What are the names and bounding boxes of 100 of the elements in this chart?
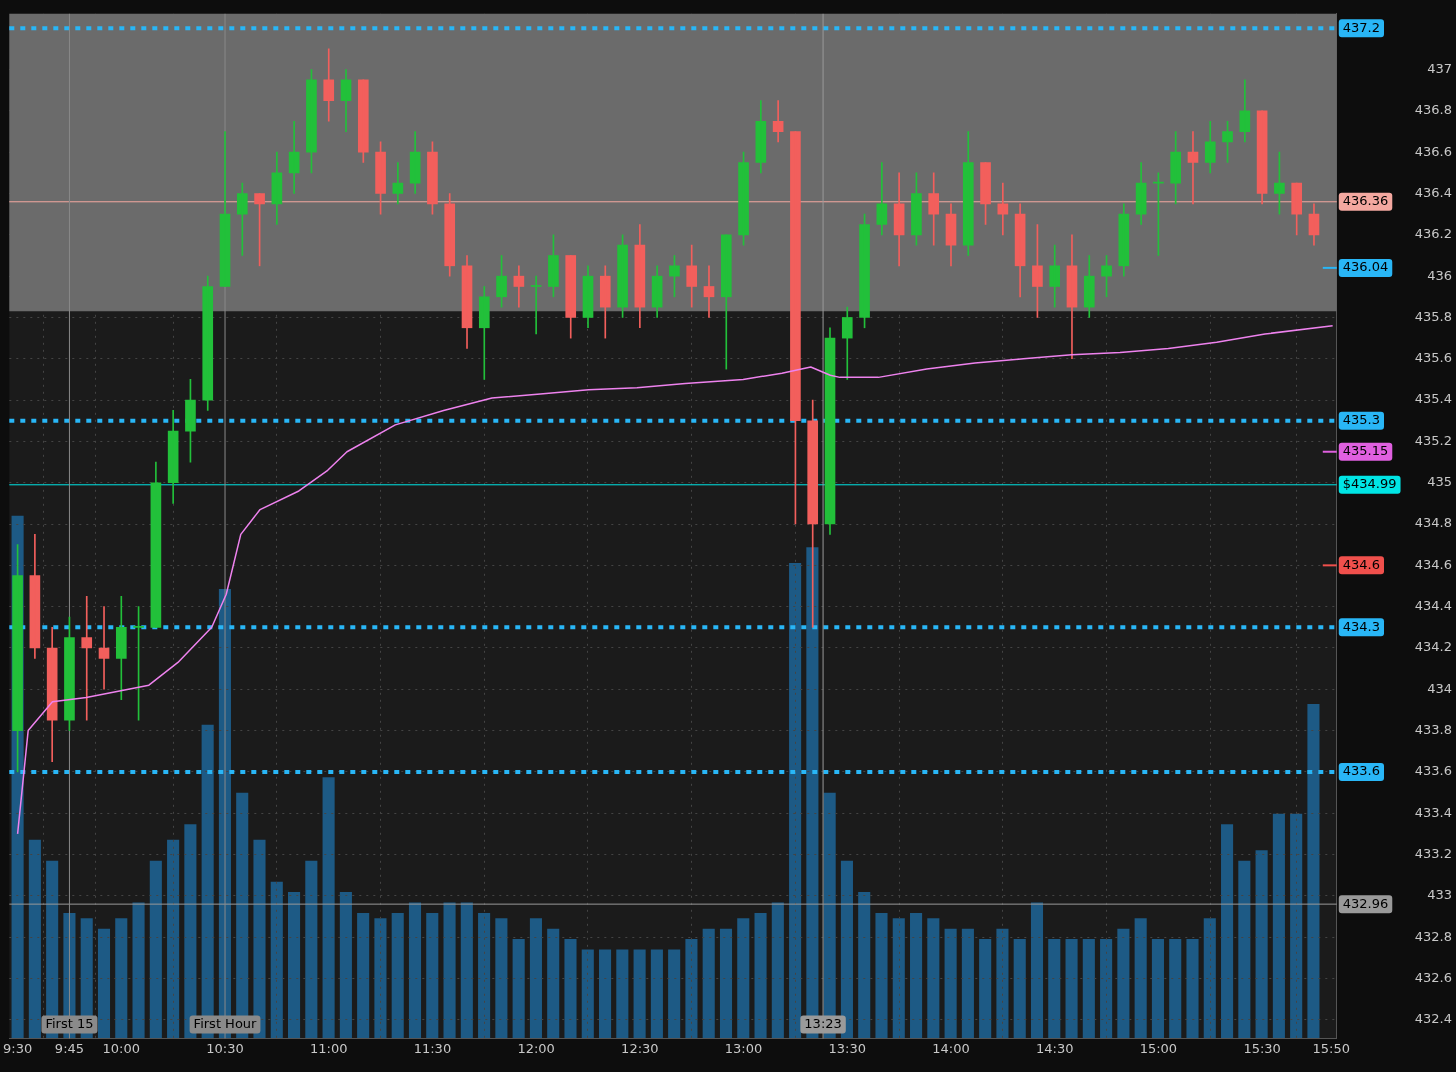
bar bbox=[1221, 824, 1234, 1039]
ref-line-label: First Hour bbox=[193, 1015, 258, 1031]
y-tick-label: 433.2 bbox=[1414, 845, 1452, 861]
bar bbox=[1307, 703, 1320, 1039]
bar bbox=[529, 918, 542, 1039]
bar bbox=[1169, 939, 1182, 1039]
ref-line-label: 434.3 bbox=[1342, 618, 1380, 634]
x-tick-label: 14:00 bbox=[932, 1040, 970, 1056]
y-tick-label: 433.8 bbox=[1414, 721, 1452, 737]
y-tick-label: 433.4 bbox=[1414, 804, 1452, 820]
x-tick-label: 11:00 bbox=[309, 1040, 348, 1056]
y-tick-label: 432.6 bbox=[1414, 969, 1452, 985]
bar bbox=[426, 912, 439, 1039]
bar bbox=[1013, 939, 1026, 1039]
bar bbox=[771, 902, 784, 1039]
bar bbox=[408, 902, 422, 1039]
y-tick-label: 435.2 bbox=[1414, 432, 1452, 448]
bar bbox=[1272, 813, 1285, 1039]
y-tick-label: 432.4 bbox=[1414, 1011, 1452, 1027]
ref-line-label: 436.36 bbox=[1342, 193, 1389, 209]
ref-line-label: 434.6 bbox=[1342, 556, 1380, 572]
bar bbox=[875, 912, 888, 1039]
x-tick-label: 13:00 bbox=[724, 1040, 763, 1056]
y-tick-label: 433.6 bbox=[1414, 763, 1452, 779]
y-tick-label: 434 bbox=[1427, 680, 1452, 696]
bar bbox=[1238, 860, 1251, 1039]
bar bbox=[737, 918, 750, 1039]
y-tick-label: 434.4 bbox=[1414, 598, 1452, 614]
bar bbox=[1082, 939, 1095, 1039]
bar bbox=[599, 949, 612, 1039]
bar bbox=[685, 939, 698, 1039]
bar bbox=[702, 928, 715, 1039]
y-tick-label: 435.6 bbox=[1414, 350, 1452, 366]
bar bbox=[910, 912, 923, 1039]
y-tick-label: 436.4 bbox=[1414, 184, 1452, 200]
bar bbox=[616, 949, 629, 1039]
bar bbox=[547, 928, 560, 1039]
ref-line-label: 13:23 bbox=[804, 1015, 842, 1031]
x-tick-label: 10:30 bbox=[206, 1040, 244, 1056]
ref-line-label: 432.96 bbox=[1342, 895, 1389, 911]
x-tick-label: 13:30 bbox=[828, 1040, 867, 1056]
bar bbox=[1030, 902, 1044, 1039]
y-tick-label: 436.2 bbox=[1414, 226, 1452, 242]
x-tick-label: 15:30 bbox=[1243, 1040, 1281, 1056]
bar bbox=[149, 860, 162, 1039]
ref-line-label: 436.04 bbox=[1342, 259, 1389, 275]
bar bbox=[719, 928, 733, 1039]
bar bbox=[996, 928, 1009, 1039]
ref-line-label: 435.15 bbox=[1342, 443, 1389, 459]
x-tick-label: 15:00 bbox=[1139, 1040, 1178, 1056]
ref-line-label: First 15 bbox=[45, 1015, 94, 1031]
x-tick-label: 10:00 bbox=[102, 1040, 141, 1056]
x-tick-label: 11:30 bbox=[413, 1040, 452, 1056]
y-tick-label: 435.8 bbox=[1414, 308, 1452, 324]
bar bbox=[1203, 918, 1216, 1039]
bar bbox=[944, 928, 957, 1039]
ref-line-label: 435.3 bbox=[1342, 412, 1380, 428]
bar bbox=[754, 912, 767, 1039]
y-tick-label: 435.4 bbox=[1414, 391, 1452, 407]
y-tick-label: 436 bbox=[1427, 267, 1452, 283]
ref-line-label: 437.2 bbox=[1342, 19, 1380, 35]
bar bbox=[892, 918, 905, 1039]
bar bbox=[357, 912, 370, 1039]
bar bbox=[1255, 850, 1268, 1039]
bar bbox=[1117, 928, 1130, 1039]
y-tick-label: 437 bbox=[1427, 60, 1452, 76]
y-tick-label: 434.6 bbox=[1414, 556, 1452, 572]
bar bbox=[581, 949, 594, 1039]
bar bbox=[789, 562, 802, 1039]
ref-line-label: $434.99 bbox=[1342, 476, 1397, 492]
y-tick-label: 436.6 bbox=[1414, 143, 1452, 159]
bar bbox=[1048, 939, 1061, 1039]
x-tick-label: 12:00 bbox=[517, 1040, 555, 1056]
y-tick-label: 434.8 bbox=[1414, 515, 1452, 531]
x-tick-label: 14:30 bbox=[1035, 1040, 1074, 1056]
y-tick-label: 436.8 bbox=[1414, 102, 1452, 118]
x-tick-label: 9:30 bbox=[2, 1040, 33, 1056]
bar bbox=[927, 918, 940, 1039]
bar bbox=[650, 949, 663, 1039]
bar bbox=[391, 912, 404, 1039]
bar bbox=[1290, 813, 1303, 1039]
y-tick-label: 435 bbox=[1427, 474, 1452, 490]
bar bbox=[97, 928, 111, 1039]
bar bbox=[374, 918, 387, 1039]
bar bbox=[322, 777, 335, 1039]
y-tick-label: 434.2 bbox=[1414, 639, 1452, 655]
bar bbox=[305, 860, 318, 1039]
bar bbox=[167, 839, 180, 1039]
bar bbox=[1100, 939, 1113, 1039]
bar bbox=[633, 949, 646, 1039]
bar bbox=[339, 892, 352, 1039]
bar bbox=[478, 912, 491, 1039]
x-tick-label: 15:50 bbox=[1312, 1040, 1350, 1056]
bar bbox=[840, 860, 853, 1039]
bar bbox=[961, 928, 974, 1039]
bar bbox=[132, 902, 145, 1039]
bar bbox=[668, 949, 681, 1039]
x-tick-label: 12:30 bbox=[621, 1040, 659, 1056]
bar bbox=[1186, 939, 1199, 1039]
bar bbox=[288, 892, 301, 1039]
